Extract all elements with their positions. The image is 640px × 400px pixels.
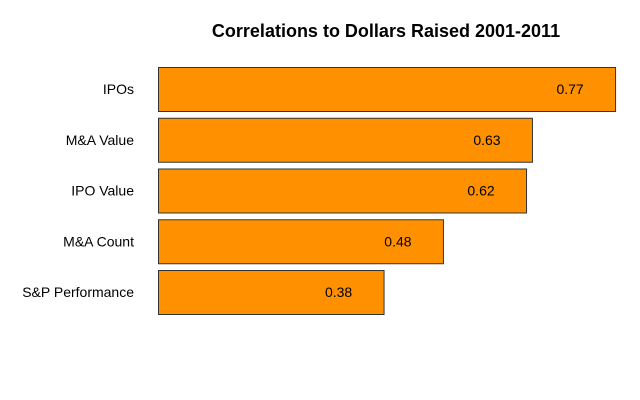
value-label-manda-value: 0.63 [473, 132, 500, 148]
category-label-manda-count: M&A Count [63, 233, 134, 249]
bar-ipos [158, 67, 617, 112]
category-label-ipos: IPOs [103, 81, 134, 97]
bars-layer: IPOs 0.77 M&A Value 0.63 IPO Value 0.62 M&A Co… [22, 67, 617, 315]
category-label-manda-value: M&A Value [66, 132, 134, 148]
bar-ipo-value [158, 168, 528, 214]
bar-manda-count [158, 219, 444, 265]
bar-sandp-performance [158, 270, 385, 315]
value-label-ipo-value: 0.62 [467, 183, 494, 199]
value-label-sandp-performance: 0.38 [325, 284, 352, 300]
value-label-ipos: 0.77 [556, 81, 583, 97]
bar-manda-value [158, 117, 533, 163]
chart-title: Correlations to Dollars Raised 2001-2011 [212, 21, 560, 41]
category-label-ipo-value: IPO Value [71, 183, 134, 199]
category-label-sandp-performance: S&P Performance [22, 284, 134, 300]
value-label-manda-count: 0.48 [384, 233, 411, 249]
